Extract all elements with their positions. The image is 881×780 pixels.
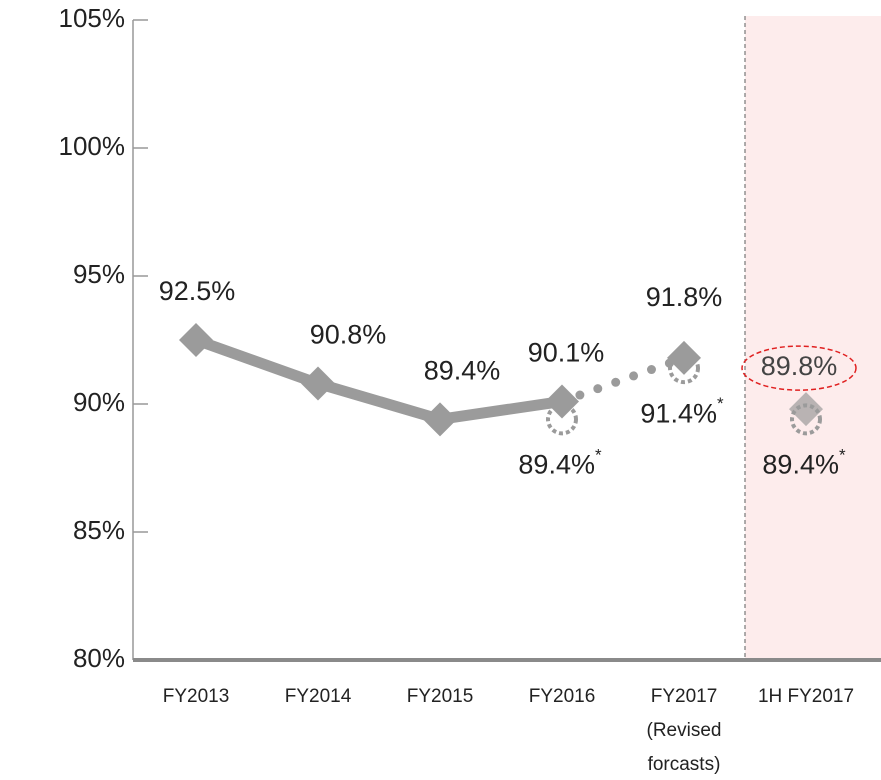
footnote-mark: * (717, 395, 724, 414)
point (301, 366, 335, 401)
y-tick-label: 85% (73, 515, 125, 545)
y-tick-label: 95% (73, 259, 125, 289)
y-tick-label: 80% (73, 643, 125, 673)
x-tick-label: FY2013 (163, 686, 230, 707)
data-label: 90.8% (310, 320, 387, 350)
x-tick-label: FY2015 (407, 686, 474, 707)
point (545, 384, 579, 419)
highlight-region (745, 16, 881, 660)
point (179, 323, 213, 357)
point (423, 402, 457, 437)
footnote-mark: * (839, 446, 846, 465)
adjusted-label: 91.4%* (640, 395, 724, 429)
footnote-mark: * (595, 446, 602, 465)
x-tick-label: FY2017 (Revised forcasts) (647, 686, 722, 775)
forecast-point (667, 340, 701, 375)
y-tick-label: 105% (59, 3, 126, 33)
x-tick-label: FY2016 (529, 686, 596, 707)
data-label: 90.1% (528, 338, 605, 368)
adjusted-label: 89.4%* (762, 446, 846, 480)
data-label: 92.5% (159, 276, 236, 306)
data-label: 91.8% (646, 282, 723, 312)
highlight-ring (741, 345, 857, 391)
adjusted-label: 89.4%* (518, 446, 602, 480)
x-tick-label: 1H FY2017 (758, 686, 854, 707)
forecast-connector (557, 353, 689, 406)
line (194, 334, 563, 425)
y-tick-label: 90% (73, 387, 125, 417)
x-tick-label: FY2014 (285, 686, 352, 707)
data-label: 89.4% (424, 355, 501, 385)
data-label: 89.8% (761, 351, 838, 381)
y-tick-label: 100% (59, 131, 126, 161)
forecast-point (789, 392, 823, 427)
